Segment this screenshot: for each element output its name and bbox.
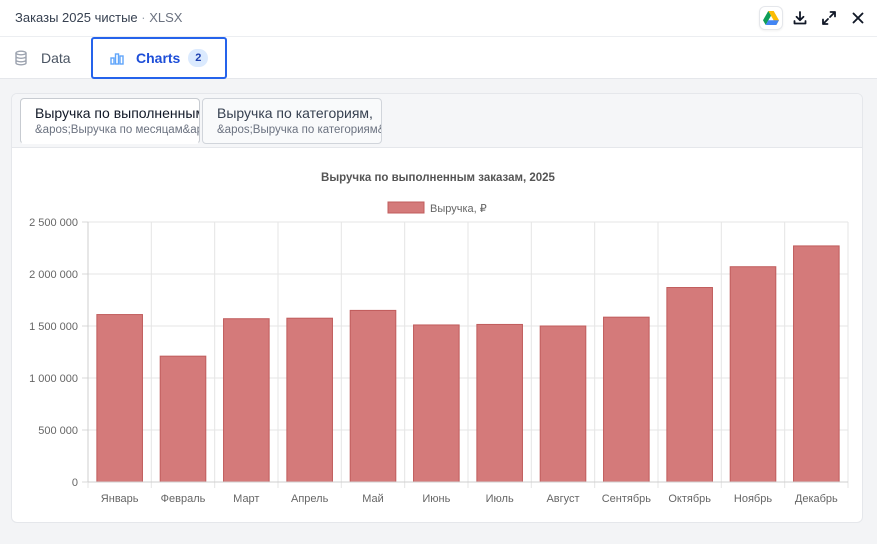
bar: [349, 309, 397, 483]
chart-panel: Выручка по выполненным заказам, 2025 &ap…: [11, 93, 863, 523]
chart-tab-revenue-by-month[interactable]: Выручка по выполненным заказам, 2025 &ap…: [20, 98, 200, 144]
view-tabs: Data Charts 2: [0, 37, 877, 79]
x-tick-label: Июнь: [422, 493, 450, 505]
tab-charts[interactable]: Charts 2: [91, 37, 227, 79]
x-tick-label: Апрель: [291, 493, 329, 505]
bar: [666, 287, 713, 483]
x-tick-label: Декабрь: [795, 493, 838, 505]
bar: [413, 324, 460, 483]
download-button[interactable]: [788, 6, 812, 30]
y-tick-label: 500 000: [38, 425, 78, 437]
chart-icon: [109, 50, 125, 66]
x-tick-label: Март: [233, 493, 259, 505]
x-tick-label: Февраль: [161, 493, 206, 505]
bar-chart: Выручка по выполненным заказам, 2025 Выру…: [29, 172, 849, 505]
x-tick-label: Май: [362, 493, 384, 505]
bar: [286, 317, 333, 483]
y-tick-label: 2 500 000: [29, 217, 78, 229]
database-icon: [14, 50, 30, 66]
bar: [223, 318, 270, 483]
tab-data-label: Data: [41, 50, 71, 66]
y-tick-label: 2 000 000: [29, 269, 78, 281]
legend-swatch: [387, 201, 425, 214]
chart-title: Выручка по выполненным заказам, 2025: [321, 172, 556, 184]
x-tick-label: Сентябрь: [602, 493, 652, 505]
x-tick-label: Ноябрь: [734, 493, 772, 505]
bar: [159, 355, 207, 483]
tab-charts-label: Charts: [136, 50, 181, 66]
bar: [476, 323, 523, 483]
y-tick-label: 1 500 000: [29, 321, 78, 333]
google-drive-icon: [763, 11, 779, 25]
bar: [539, 325, 587, 483]
title-separator: ·: [137, 10, 150, 25]
close-icon: [852, 12, 864, 24]
y-tick-label: 0: [72, 477, 78, 489]
file-title: Заказы 2025 чистые · XLSX: [15, 10, 182, 25]
x-tick-label: Август: [546, 493, 579, 505]
title-bar: Заказы 2025 чистые · XLSX: [0, 0, 877, 37]
legend-label: Выручка, ₽: [430, 203, 487, 215]
chart-tab-subtitle: &apos;Выручка по категориям&apos;: [217, 124, 381, 136]
chart-area: Выручка по выполненным заказам, 2025 Выру…: [12, 148, 862, 522]
y-tick-label: 1 000 000: [29, 373, 78, 385]
bar: [729, 266, 777, 483]
google-drive-button[interactable]: [759, 6, 783, 30]
expand-icon: [822, 11, 836, 25]
chart-tab-subtitle: &apos;Выручка по месяцам&apos;: [35, 124, 199, 136]
bar: [603, 316, 650, 483]
bar: [793, 245, 840, 483]
expand-button[interactable]: [817, 6, 841, 30]
x-tick-label: Октябрь: [668, 493, 711, 505]
close-button[interactable]: [846, 6, 870, 30]
chart-tab-title: Выручка по выполненным заказам, 2025: [35, 105, 200, 121]
x-tick-label: Июль: [486, 493, 514, 505]
file-extension: XLSX: [149, 10, 183, 25]
download-icon: [793, 11, 807, 25]
chart-tabs: Выручка по выполненным заказам, 2025 &ap…: [12, 94, 862, 148]
charts-count-badge: 2: [188, 49, 209, 67]
chart-tab-revenue-by-category[interactable]: Выручка по категориям, &apos;Выручка по …: [202, 98, 382, 144]
file-name: Заказы 2025 чистые: [15, 10, 138, 25]
x-tick-label: Январь: [101, 493, 139, 505]
chart-tab-title: Выручка по категориям,: [217, 105, 373, 121]
bar: [96, 314, 143, 483]
tab-data[interactable]: Data: [14, 37, 71, 79]
